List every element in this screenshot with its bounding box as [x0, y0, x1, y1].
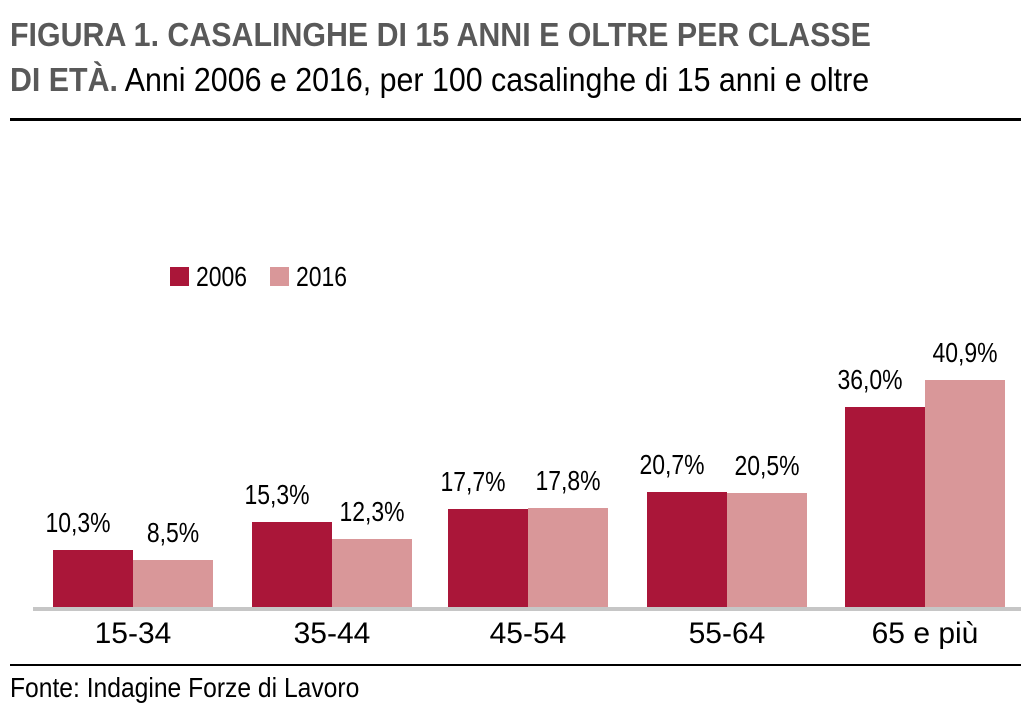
bar-2006-45-54: [448, 509, 528, 607]
bar-2016-35-44: [332, 539, 412, 607]
figure-title-bold: DI ETÀ.: [10, 61, 118, 98]
category-label-55-64: 55-64: [688, 617, 766, 650]
source-note: Fonte: Indagine Forze di Lavoro: [10, 672, 360, 703]
bar-group-45-54: 17,7% 17,8%: [440, 0, 608, 607]
figure-title-line2: DI ETÀ. Anni 2006 e 2016, per 100 casali…: [10, 57, 869, 102]
category-label-65-e-più: 65 e più: [871, 617, 979, 650]
value-label-2006-15-34: 10,3%: [45, 507, 111, 538]
legend-label-2006: 2006: [196, 261, 248, 292]
legend-swatch-2006-icon: [170, 267, 189, 286]
bar-2006-55-64: [647, 492, 727, 607]
legend-item-2006: 2006: [170, 261, 258, 292]
bar-2006-15-34: [53, 550, 133, 607]
legend-label-2016: 2016: [296, 261, 348, 292]
figure-subtitle: Anni 2006 e 2016, per 100 casalinghe di …: [124, 61, 870, 98]
bar-2006-35-44: [252, 522, 332, 607]
bar-2006-65-e-più: [845, 407, 925, 607]
value-label-2016-55-64: 20,5%: [734, 450, 800, 481]
value-label-2006-65-e-più: 36,0%: [837, 364, 903, 395]
title-divider-line: [10, 118, 1021, 121]
bar-group-35-44: 15,3% 12,3%: [244, 0, 412, 607]
x-axis-line: [33, 607, 1021, 611]
value-label-2006-35-44: 15,3%: [244, 479, 310, 510]
bar-2016-55-64: [727, 493, 807, 607]
category-label-15-34: 15-34: [94, 617, 172, 650]
bar-2016-45-54: [528, 508, 608, 607]
figure-title-line1: FIGURA 1. CASALINGHE DI 15 ANNI E OLTRE …: [10, 16, 871, 53]
legend-item-2016: 2016: [270, 261, 358, 292]
value-label-2006-45-54: 17,7%: [440, 466, 506, 497]
category-label-35-44: 35-44: [293, 617, 371, 650]
legend-swatch-2016-icon: [270, 267, 289, 286]
footer-divider-line: [10, 664, 1021, 666]
value-label-2016-65-e-più: 40,9%: [932, 337, 998, 368]
bar-group-65-e-più: 36,0% 40,9%: [837, 0, 1005, 607]
bar-group-55-64: 20,7% 20,5%: [639, 0, 807, 607]
category-label-45-54: 45-54: [489, 617, 567, 650]
bar-2016-15-34: [133, 560, 213, 607]
value-label-2016-15-34: 8,5%: [146, 517, 200, 548]
chart-area: 10,3% 8,5% 15,3% 12,3% 17,7% 17,8% 20,7% 20,5% 3…: [45, 0, 1005, 607]
bar-group-15-34: 10,3% 8,5%: [45, 0, 213, 607]
value-label-2016-35-44: 12,3%: [339, 496, 405, 527]
value-label-2006-55-64: 20,7%: [639, 449, 705, 480]
value-label-2016-45-54: 17,8%: [535, 465, 601, 496]
bar-2016-65-e-più: [925, 380, 1005, 607]
